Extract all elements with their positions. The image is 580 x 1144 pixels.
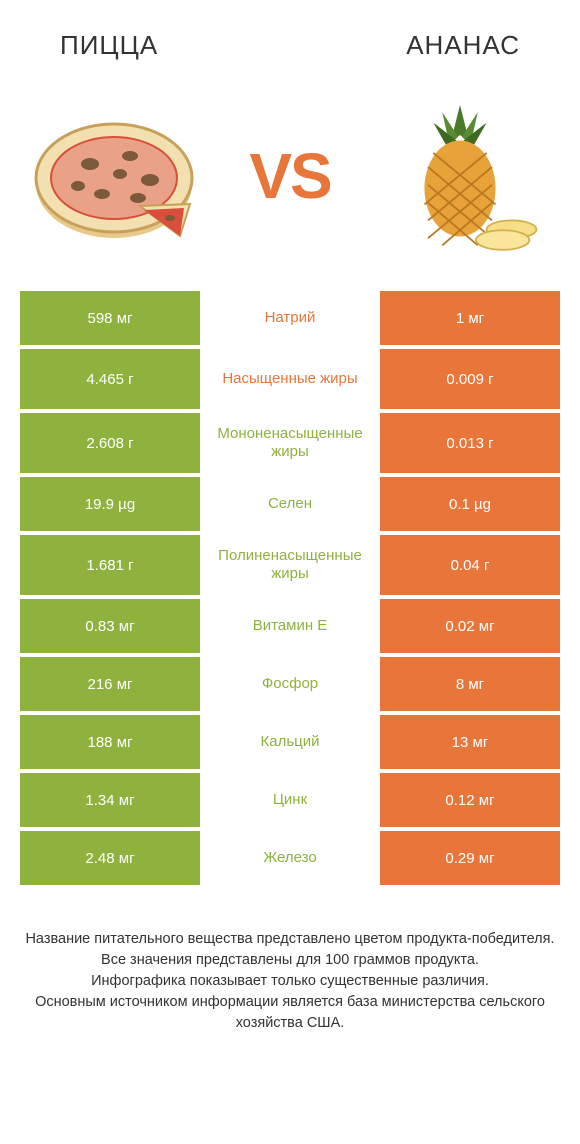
pineapple-illustration [370,86,550,266]
right-value: 0.1 µg [380,477,560,531]
left-value: 4.465 г [20,349,200,409]
table-row: 2.48 мгЖелезо0.29 мг [20,831,560,885]
table-row: 1.681 гПолиненасыщенные жиры0.04 г [20,535,560,595]
nutrient-label: Селен [200,477,380,531]
vs-label: VS [249,139,330,213]
left-value: 0.83 мг [20,599,200,653]
left-value: 1.34 мг [20,773,200,827]
nutrient-label: Фосфор [200,657,380,711]
right-value: 0.009 г [380,349,560,409]
right-value: 8 мг [380,657,560,711]
nutrient-label: Насыщенные жиры [200,349,380,409]
nutrient-label: Цинк [200,773,380,827]
nutrient-label: Железо [200,831,380,885]
table-row: 19.9 µgСелен0.1 µg [20,477,560,531]
footnote-line: Все значения представлены для 100 граммо… [24,950,556,971]
right-value: 0.013 г [380,413,560,473]
left-value: 216 мг [20,657,200,711]
nutrient-label: Натрий [200,291,380,345]
nutrient-label: Витамин E [200,599,380,653]
left-value: 19.9 µg [20,477,200,531]
left-value: 2.608 г [20,413,200,473]
nutrient-label: Полиненасыщенные жиры [200,535,380,595]
footnote-line: Название питательного вещества представл… [24,929,556,950]
footnote-line: Основным источником информации является … [24,992,556,1034]
left-value: 2.48 мг [20,831,200,885]
hero-row: VS [0,71,580,291]
footnote: Название питательного вещества представл… [0,889,580,1034]
table-row: 2.608 гМононенасыщенные жиры0.013 г [20,413,560,473]
right-value: 0.02 мг [380,599,560,653]
table-row: 4.465 гНасыщенные жиры0.009 г [20,349,560,409]
comparison-table: 598 мгНатрий1 мг4.465 гНасыщенные жиры0.… [20,291,560,885]
table-row: 188 мгКальций13 мг [20,715,560,769]
left-value: 598 мг [20,291,200,345]
right-value: 0.12 мг [380,773,560,827]
right-value: 0.29 мг [380,831,560,885]
header-title-left: ПИЦЦА [60,30,158,61]
table-row: 598 мгНатрий1 мг [20,291,560,345]
right-value: 1 мг [380,291,560,345]
pizza-illustration [30,86,210,266]
left-value: 1.681 г [20,535,200,595]
table-row: 216 мгФосфор8 мг [20,657,560,711]
left-value: 188 мг [20,715,200,769]
footnote-line: Инфографика показывает только существенн… [24,971,556,992]
header: ПИЦЦА АНАНАС [0,0,580,71]
nutrient-label: Мононенасыщенные жиры [200,413,380,473]
nutrient-label: Кальций [200,715,380,769]
right-value: 13 мг [380,715,560,769]
table-row: 0.83 мгВитамин E0.02 мг [20,599,560,653]
table-row: 1.34 мгЦинк0.12 мг [20,773,560,827]
right-value: 0.04 г [380,535,560,595]
header-title-right: АНАНАС [406,30,520,61]
